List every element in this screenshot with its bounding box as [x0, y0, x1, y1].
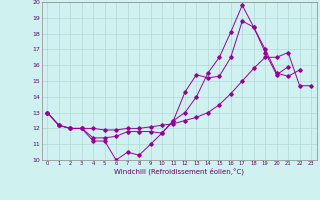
X-axis label: Windchill (Refroidissement éolien,°C): Windchill (Refroidissement éolien,°C): [114, 168, 244, 175]
